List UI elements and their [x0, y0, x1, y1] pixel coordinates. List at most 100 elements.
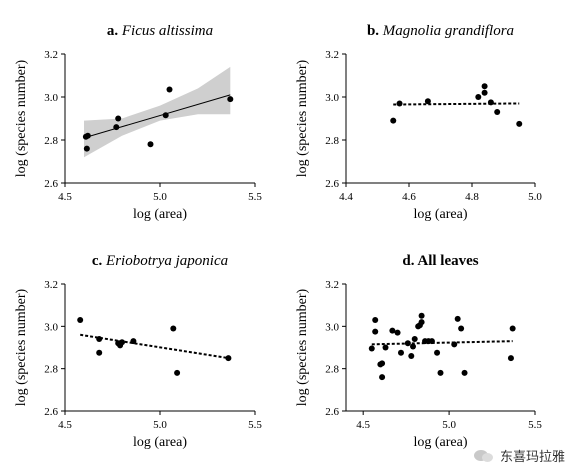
fit-line-dashed	[371, 340, 513, 346]
data-point	[368, 345, 375, 352]
data-point	[115, 115, 122, 122]
panel-species-name: Ficus altissima	[121, 23, 213, 39]
data-point	[389, 327, 396, 334]
data-point	[227, 96, 234, 103]
data-point	[397, 349, 404, 356]
y-tick-label: 3.2	[325, 279, 339, 291]
data-point	[509, 325, 516, 332]
data-point	[96, 349, 103, 356]
data-point	[454, 315, 461, 322]
x-axis-label: log (area)	[413, 207, 467, 222]
y-axis-label: log (species number)	[14, 288, 29, 406]
data-point	[372, 316, 379, 323]
y-tick-label: 2.8	[44, 135, 58, 147]
watermark: 东喜玛拉雅	[473, 446, 565, 465]
y-axis-label: log (species number)	[14, 59, 29, 177]
x-tick-label: 5.5	[528, 419, 542, 431]
x-tick-label: 5.5	[248, 419, 262, 431]
data-point	[428, 338, 435, 345]
x-tick-label: 4.5	[356, 419, 370, 431]
chart-panel-3: 2.6 2.8 3.0 3.2 4.5 5.0 5.5 log (area) log (spec…	[14, 253, 262, 450]
data-point	[411, 336, 418, 343]
panel-title: a. Ficus altissima	[107, 23, 213, 39]
chat-bubbles-icon	[473, 448, 494, 464]
data-point	[147, 141, 154, 148]
data-point	[382, 344, 389, 351]
data-point	[404, 340, 411, 347]
data-point	[487, 99, 494, 106]
x-tick-label: 4.6	[402, 191, 416, 203]
y-tick-label: 3.0	[325, 92, 339, 104]
data-point	[461, 369, 468, 376]
panel-title: c. Eriobotrya japonica	[92, 253, 228, 269]
data-point	[379, 360, 386, 367]
x-tick-label: 5.5	[248, 191, 262, 203]
x-tick-label: 5.0	[528, 191, 542, 203]
data-point	[481, 89, 488, 96]
panel-species-name: Eriobotrya japonica	[105, 253, 228, 269]
x-tick-label: 4.5	[58, 191, 72, 203]
fit-line-dashed	[393, 102, 520, 106]
panel-letter: c.	[92, 253, 106, 269]
panel-title: b. Magnolia grandiflora	[367, 23, 514, 39]
y-tick-label: 2.8	[44, 364, 58, 376]
x-tick-label: 5.0	[153, 419, 167, 431]
x-axis-label: log (area)	[133, 435, 187, 450]
data-point	[410, 343, 417, 350]
data-point	[119, 339, 125, 346]
data-point	[424, 98, 431, 105]
data-point	[451, 341, 458, 348]
data-point	[481, 83, 488, 90]
y-tick-label: 2.6	[44, 406, 58, 418]
data-point	[418, 319, 425, 326]
panel-species-name: All leaves	[417, 253, 478, 269]
x-tick-label: 4.5	[58, 419, 72, 431]
data-point	[418, 312, 425, 319]
chart-panel-2: 2.6 2.8 3.0 3.2 4.4 4.6 4.8 5.0 log (area) log (s…	[295, 23, 542, 222]
data-point	[475, 94, 482, 100]
data-point	[96, 336, 103, 343]
data-point	[372, 328, 379, 335]
panel-title: d. All leaves	[402, 253, 478, 269]
data-point	[458, 325, 465, 332]
confidence-band	[84, 66, 231, 158]
panel-letter: d.	[402, 253, 417, 269]
panel-letter: a.	[107, 23, 122, 39]
data-point	[396, 100, 403, 107]
y-tick-label: 2.8	[325, 135, 339, 147]
panel-species-name: Magnolia grandiflora	[382, 23, 514, 39]
y-axis-label: log (species number)	[295, 288, 310, 406]
y-tick-label: 2.8	[325, 364, 339, 376]
x-tick-label: 4.8	[465, 191, 479, 203]
y-tick-label: 3.0	[44, 321, 58, 333]
data-point	[507, 355, 514, 362]
y-tick-label: 2.6	[325, 406, 339, 418]
data-point	[77, 316, 84, 323]
data-point	[408, 352, 415, 359]
x-tick-label: 4.4	[339, 191, 353, 203]
y-axis-label: log (species number)	[295, 59, 310, 177]
fit-line-solid	[83, 94, 231, 139]
fit-line-dashed	[80, 333, 229, 360]
y-tick-label: 3.2	[44, 49, 58, 61]
data-point	[174, 369, 181, 376]
chart-panel-4: 2.6 2.8 3.0 3.2 4.5 5.0 5.5 log (area) log (spec…	[295, 253, 542, 450]
data-point	[166, 86, 173, 93]
y-tick-label: 2.6	[44, 178, 58, 190]
data-point	[170, 325, 177, 332]
panel-letter: b.	[367, 23, 383, 39]
data-point	[390, 117, 397, 124]
data-point	[394, 329, 401, 336]
data-point	[162, 112, 169, 119]
data-point	[130, 338, 137, 345]
data-point	[83, 145, 90, 152]
y-tick-label: 3.2	[325, 49, 339, 61]
data-point	[225, 355, 232, 362]
x-tick-label: 5.0	[442, 419, 456, 431]
y-tick-label: 3.0	[44, 92, 58, 104]
data-point	[113, 124, 120, 131]
data-point	[434, 349, 441, 356]
x-axis-label: log (area)	[413, 435, 467, 450]
y-tick-label: 3.2	[44, 279, 58, 291]
